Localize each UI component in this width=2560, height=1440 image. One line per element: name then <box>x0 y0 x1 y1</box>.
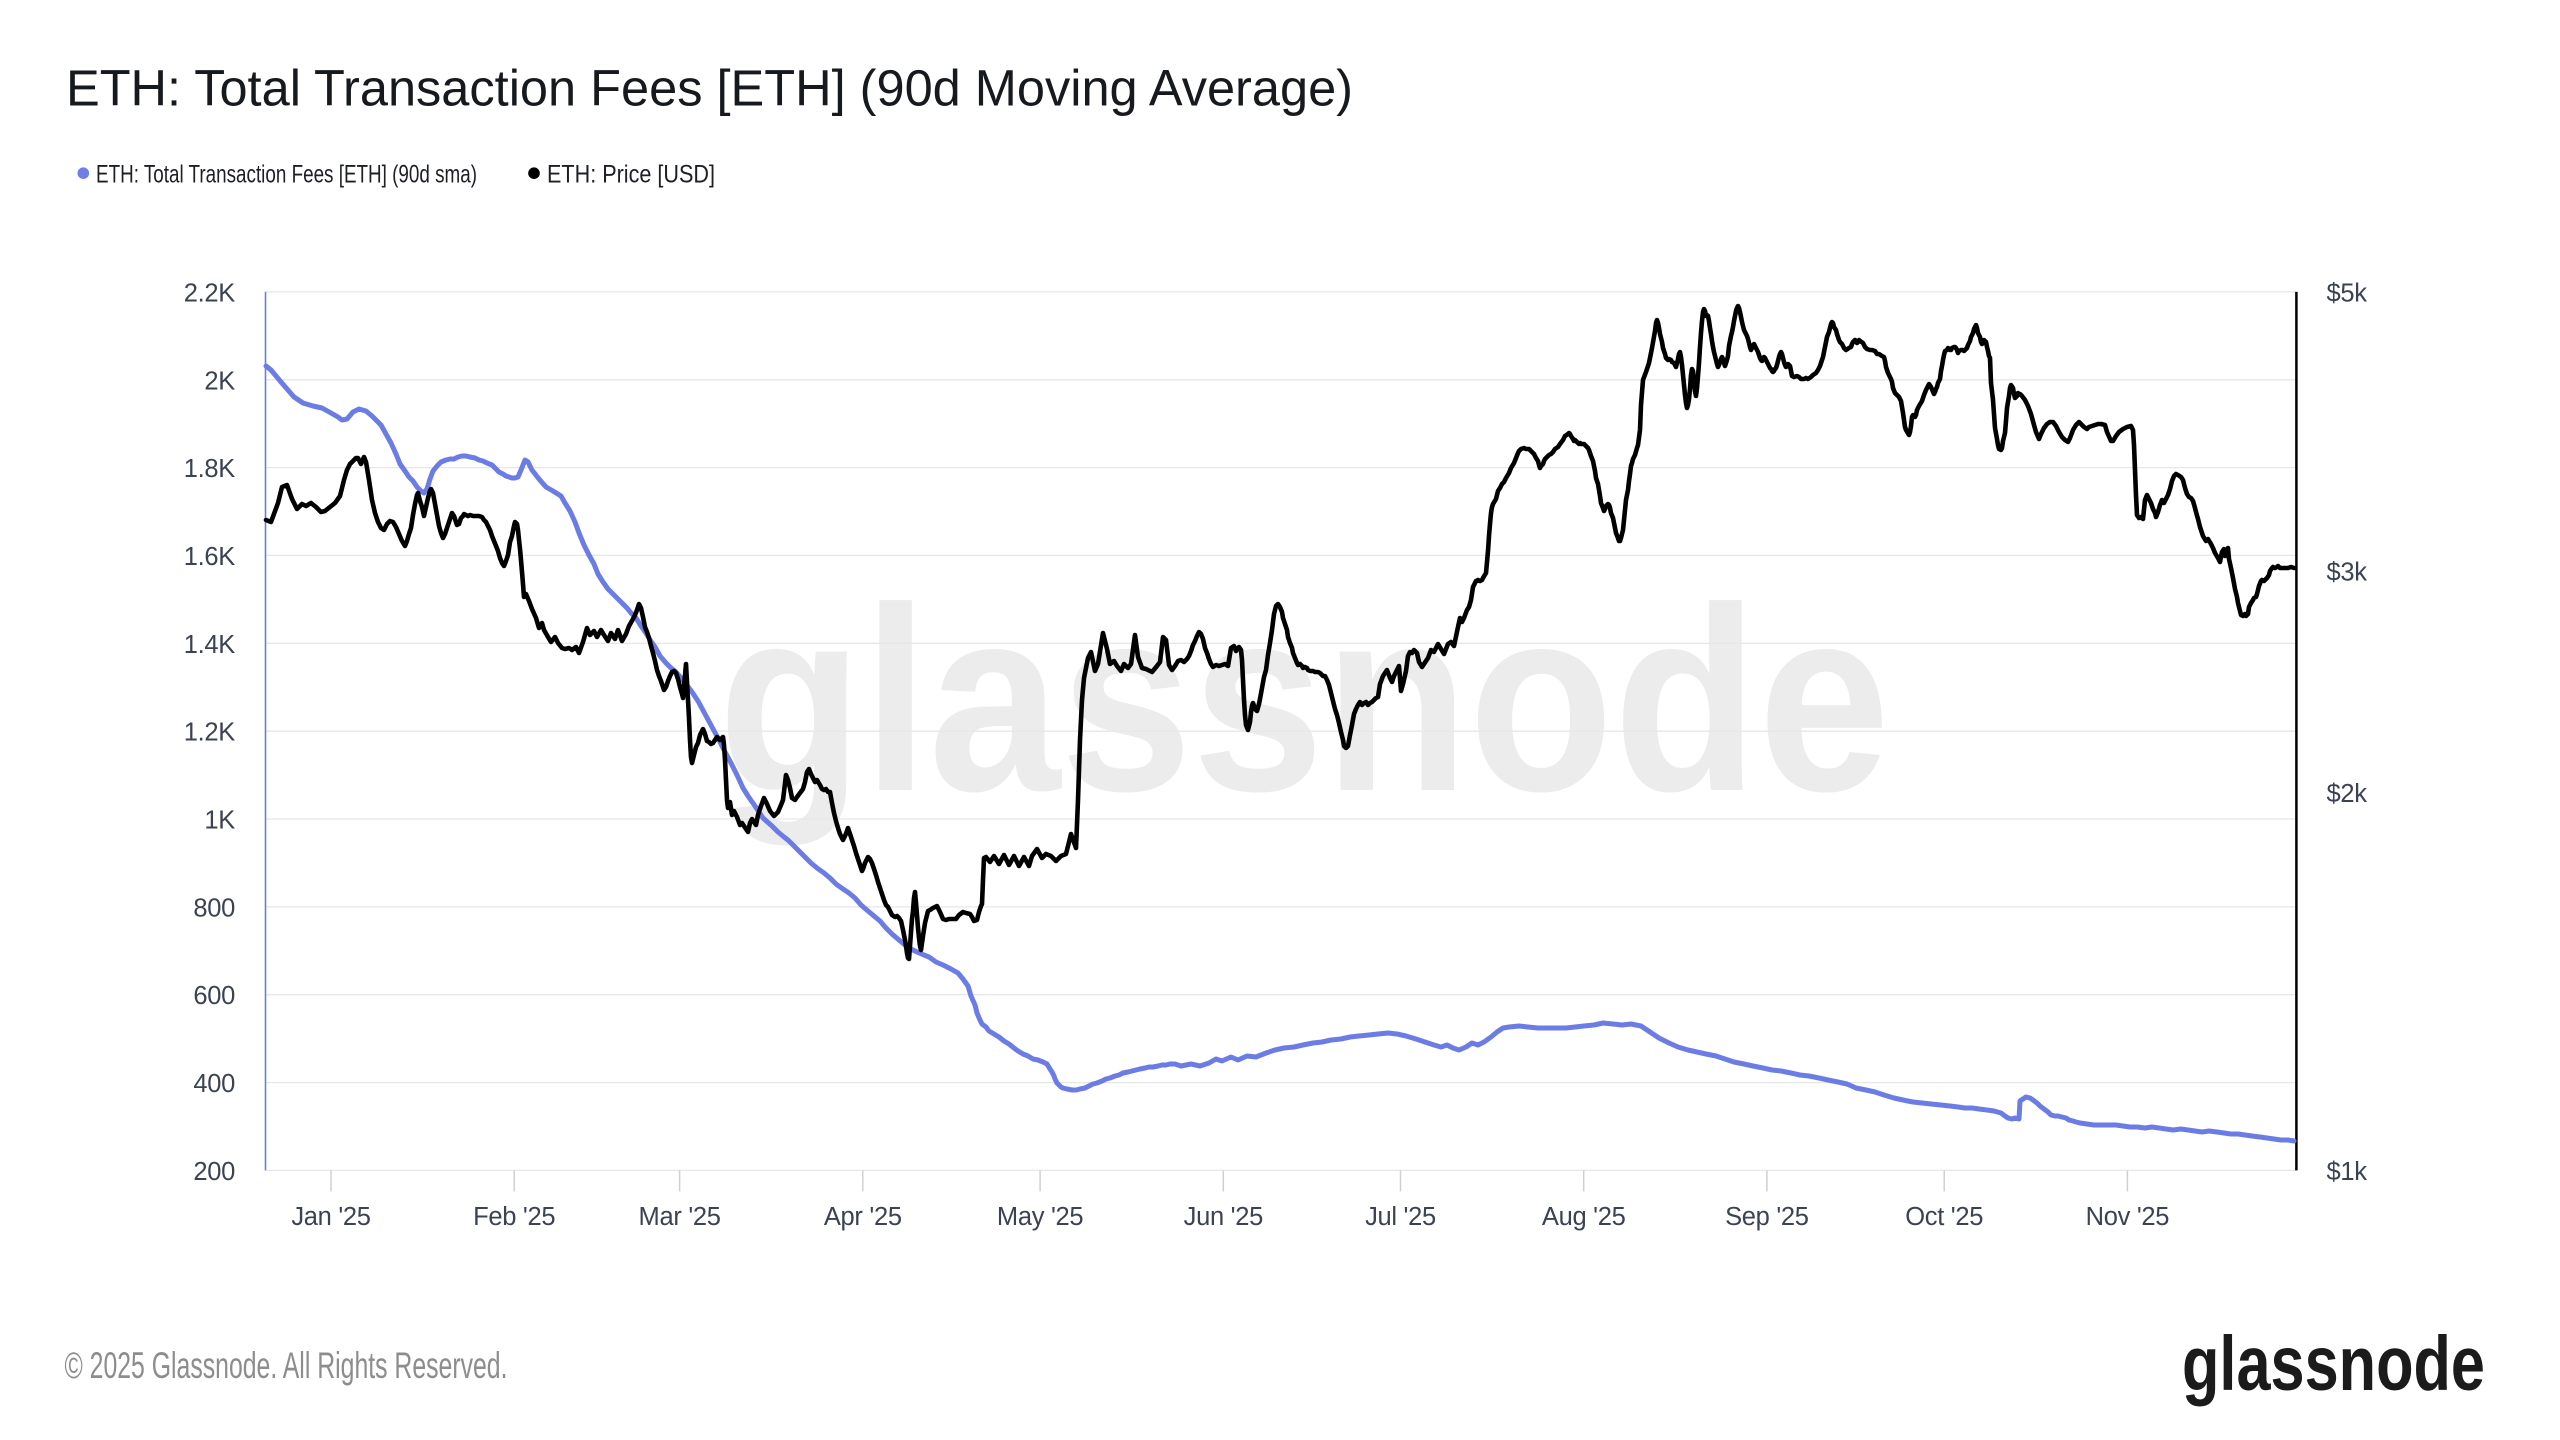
svg-text:© 2025 Glassnode. All Rights R: © 2025 Glassnode. All Rights Reserved. <box>65 1345 508 1386</box>
svg-text:2K: 2K <box>204 367 235 395</box>
svg-text:1.6K: 1.6K <box>184 543 236 571</box>
svg-text:800: 800 <box>193 894 235 922</box>
svg-text:Jun '25: Jun '25 <box>1184 1203 1263 1231</box>
svg-text:glassnode: glassnode <box>2182 1321 2485 1407</box>
svg-text:$5k: $5k <box>2327 279 2368 307</box>
svg-text:Sep '25: Sep '25 <box>1725 1203 1809 1231</box>
svg-text:$2k: $2k <box>2327 780 2368 808</box>
svg-text:ETH: Price [USD]: ETH: Price [USD] <box>547 160 715 188</box>
svg-text:Feb '25: Feb '25 <box>473 1203 555 1231</box>
svg-text:1.8K: 1.8K <box>184 455 236 483</box>
svg-text:Jan '25: Jan '25 <box>291 1203 370 1231</box>
svg-text:$1k: $1k <box>2327 1158 2368 1186</box>
svg-text:May '25: May '25 <box>997 1203 1084 1231</box>
svg-text:Jul '25: Jul '25 <box>1365 1203 1436 1231</box>
svg-text:600: 600 <box>193 982 235 1010</box>
svg-text:glassnode: glassnode <box>718 553 1890 847</box>
svg-text:Nov '25: Nov '25 <box>2086 1203 2170 1231</box>
svg-text:ETH: Total Transaction Fees [E: ETH: Total Transaction Fees [ETH] (90d s… <box>96 160 477 188</box>
svg-text:Mar '25: Mar '25 <box>639 1203 721 1231</box>
svg-text:Oct '25: Oct '25 <box>1905 1203 1983 1231</box>
svg-text:200: 200 <box>193 1158 235 1186</box>
svg-text:1.4K: 1.4K <box>184 631 236 659</box>
svg-text:1K: 1K <box>204 807 235 835</box>
svg-text:$3k: $3k <box>2327 559 2368 587</box>
svg-text:Apr '25: Apr '25 <box>824 1203 902 1231</box>
svg-text:2.2K: 2.2K <box>184 279 236 307</box>
svg-text:ETH: Total Transaction Fees [E: ETH: Total Transaction Fees [ETH] (90d M… <box>66 60 1353 117</box>
svg-text:1.2K: 1.2K <box>184 719 236 747</box>
svg-text:Aug '25: Aug '25 <box>1542 1203 1626 1231</box>
svg-text:400: 400 <box>193 1070 235 1098</box>
